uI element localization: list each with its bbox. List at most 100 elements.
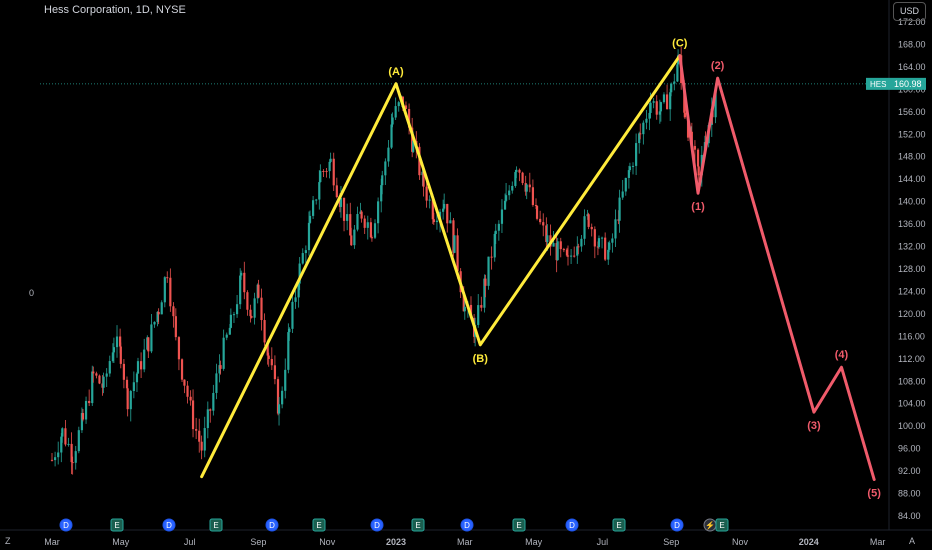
candle-body: [580, 238, 583, 247]
candle-body: [552, 243, 555, 247]
candle-body: [53, 457, 57, 461]
candle-body: [203, 428, 206, 451]
candle-body: [61, 428, 64, 437]
candle-body: [122, 363, 125, 380]
candle-body: [652, 101, 655, 103]
candle-body: [350, 235, 353, 246]
impulse-wave-label: (5): [867, 488, 881, 500]
time-tick-label: Mar: [870, 537, 886, 547]
last-price-value-box: [890, 77, 926, 90]
candle-body: [147, 337, 150, 352]
candle-body: [98, 375, 101, 384]
chart-title: Hess Corporation, 1D, NYSE: [44, 4, 186, 16]
candle-body: [232, 314, 236, 316]
price-tick-label: 152.00: [898, 129, 926, 139]
candle-body: [119, 336, 122, 347]
candle-body: [150, 324, 153, 352]
event-marker-label: ⚡: [705, 520, 715, 530]
candle-body: [432, 219, 435, 223]
time-tick-label: Jul: [597, 537, 609, 547]
candle-body: [370, 237, 374, 239]
price-tick-label: 124.00: [898, 286, 926, 296]
last-price-symbol: HES: [870, 80, 886, 89]
candle-body: [639, 133, 642, 135]
candle-body: [322, 171, 325, 173]
candle-body: [697, 166, 700, 176]
candle-body: [648, 112, 651, 119]
dividend-marker: [370, 518, 384, 532]
dividend-marker: [565, 518, 579, 532]
candle-body: [319, 171, 322, 183]
candle-body: [353, 229, 356, 246]
price-tick-label: 128.00: [898, 264, 926, 274]
candle-body: [542, 222, 545, 226]
candle-body: [638, 133, 641, 144]
candle-body: [373, 223, 377, 238]
candle-body: [92, 371, 95, 374]
event-marker-label: D: [569, 521, 575, 530]
time-tick-label: Nov: [319, 537, 336, 547]
candle-body: [301, 253, 304, 264]
price-tick-label: 108.00: [898, 376, 926, 386]
candle-body: [596, 246, 600, 248]
candle-body: [693, 146, 697, 150]
candle-body: [263, 320, 266, 343]
candle-body: [611, 238, 614, 243]
candle-body: [346, 214, 349, 221]
candle-body: [546, 235, 549, 242]
candle-body: [304, 250, 307, 254]
candle-body: [394, 106, 397, 118]
candle-body: [77, 430, 80, 452]
earnings-marker: [715, 518, 729, 532]
candle-body: [566, 255, 570, 257]
price-tick-label: 132.00: [898, 242, 926, 252]
timezone-icon[interactable]: Z: [5, 536, 11, 546]
dividend-marker: [460, 518, 474, 532]
candle-body: [590, 226, 593, 230]
candle-body: [490, 256, 493, 258]
candle-body: [253, 298, 256, 318]
event-marker-label: E: [114, 521, 119, 530]
currency-button[interactable]: USD: [893, 2, 926, 21]
event-marker-label: E: [316, 521, 321, 530]
candle-body: [307, 222, 311, 251]
abc-wave-label: (C): [672, 38, 688, 50]
candle-body: [655, 101, 658, 115]
candle-body: [494, 230, 497, 234]
candle-body: [369, 222, 372, 238]
candle-body: [318, 182, 321, 200]
candle-body: [294, 297, 297, 302]
candle-body: [209, 409, 212, 411]
candle-body: [229, 314, 232, 328]
abc-wave-label: (B): [473, 353, 489, 365]
candles: [50, 46, 717, 475]
dividend-marker: [162, 518, 176, 532]
candle-body: [576, 246, 579, 256]
time-tick-label: May: [112, 537, 130, 547]
candle-body: [160, 302, 163, 315]
candle-body: [180, 359, 184, 380]
candle-body: [618, 197, 621, 221]
price-tick-label: 164.00: [898, 62, 926, 72]
candle-body: [659, 102, 662, 112]
time-tick-label: Mar: [457, 537, 473, 547]
candle-body: [288, 328, 291, 333]
candle-body: [172, 306, 175, 317]
candle-body: [518, 169, 521, 173]
candle-body: [562, 249, 565, 251]
price-tick-label: 100.00: [898, 421, 926, 431]
candle-body: [277, 404, 281, 414]
candle-body: [569, 255, 573, 257]
candle-body: [565, 249, 569, 256]
candle-body: [583, 216, 586, 239]
candle-body: [508, 190, 511, 196]
earnings-marker: [612, 518, 626, 532]
earnings-marker: [512, 518, 526, 532]
time-tick-label: 2024: [799, 537, 819, 547]
candle-body: [442, 208, 445, 212]
candle-body: [270, 358, 273, 366]
candle-body: [384, 161, 387, 176]
candle-body: [191, 400, 195, 430]
auto-scale-button[interactable]: A: [909, 536, 916, 546]
